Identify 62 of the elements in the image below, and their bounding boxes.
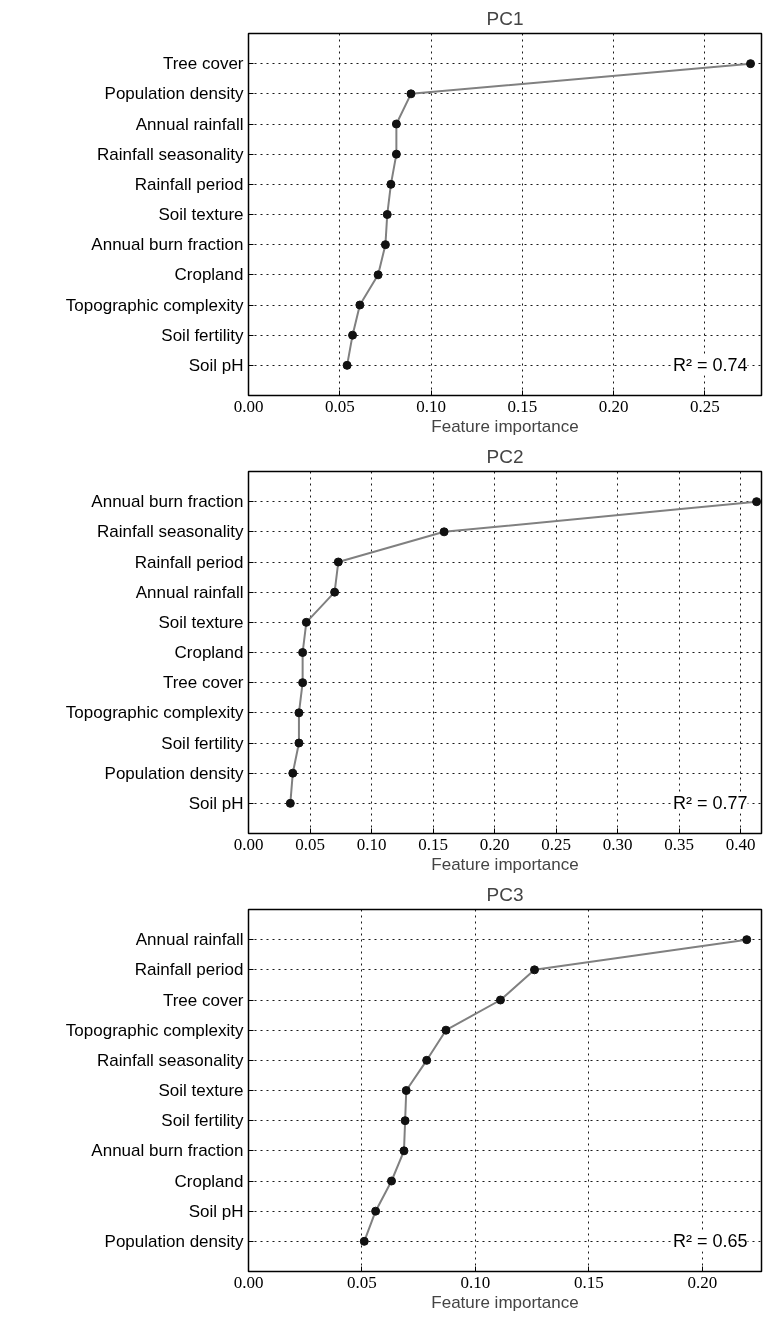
y-tick-label: Soil fertility bbox=[161, 1111, 244, 1131]
x-tick-label: 0.00 bbox=[233, 1272, 264, 1292]
y-tick-label: Soil pH bbox=[188, 355, 244, 375]
x-tick-label: 0.00 bbox=[233, 834, 264, 854]
y-tick-label: Annual rainfall bbox=[135, 114, 244, 134]
y-tick-label: Cropland bbox=[174, 643, 244, 662]
y-tick-label: Soil texture bbox=[158, 612, 244, 632]
x-tick-label: 0.05 bbox=[295, 834, 325, 854]
y-tick-label: Soil pH bbox=[188, 793, 244, 813]
y-tick-label: Soil fertility bbox=[161, 733, 244, 753]
y-tick-label: Population density bbox=[104, 84, 244, 104]
x-tick-label: 0.05 bbox=[324, 396, 355, 416]
x-tick-label: 0.05 bbox=[347, 1272, 377, 1292]
chart-title: PC2 bbox=[486, 445, 524, 467]
y-tick-label: Tree cover bbox=[162, 673, 244, 693]
y-tick-label: Annual burn fraction bbox=[91, 1141, 244, 1161]
annotation: R² = 0.77 bbox=[672, 793, 748, 814]
y-tick-label: Tree cover bbox=[162, 990, 244, 1010]
y-tick-label: Soil texture bbox=[158, 1081, 244, 1100]
y-tick-label: Rainfall seasonality bbox=[97, 522, 244, 542]
y-tick-label: Population density bbox=[104, 763, 244, 783]
x-tick-label: 0.10 bbox=[356, 834, 387, 854]
x-axis-title: Feature importance bbox=[431, 854, 579, 874]
chart-title: PC3 bbox=[486, 883, 524, 905]
y-tick-label: Annual burn fraction bbox=[91, 235, 244, 255]
y-tick-label: Annual rainfall bbox=[135, 582, 244, 602]
y-tick-label: Topographic complexity bbox=[65, 295, 244, 315]
chart-title: PC1 bbox=[486, 7, 524, 29]
x-tick-label: 0.00 bbox=[233, 396, 264, 416]
x-tick-label: 0.15 bbox=[574, 1272, 604, 1292]
y-tick-label: Rainfall period bbox=[134, 552, 244, 572]
y-tick-label: Annual rainfall bbox=[135, 930, 244, 950]
y-tick-label: Soil fertility bbox=[161, 325, 244, 345]
y-tick-label: Rainfall seasonality bbox=[97, 144, 244, 164]
y-tick-label: Soil texture bbox=[158, 205, 244, 224]
y-tick-label: Soil pH bbox=[188, 1201, 244, 1221]
x-tick-label: 0.30 bbox=[602, 834, 633, 854]
annotation: R² = 0.65 bbox=[672, 1231, 748, 1252]
y-tick-label: Cropland bbox=[174, 265, 244, 285]
y-tick-label: Cropland bbox=[174, 1171, 244, 1191]
x-tick-label: 0.20 bbox=[598, 396, 629, 416]
annotation: R² = 0.74 bbox=[672, 355, 748, 376]
y-tick-label: Rainfall period bbox=[134, 174, 244, 194]
y-tick-label: Topographic complexity bbox=[65, 703, 244, 723]
y-tick-label: Tree cover bbox=[162, 54, 244, 74]
x-tick-label: 0.25 bbox=[541, 834, 571, 854]
x-tick-label: 0.15 bbox=[418, 834, 448, 854]
x-tick-label: 0.35 bbox=[664, 834, 694, 854]
y-tick-label: Annual burn fraction bbox=[91, 492, 244, 512]
y-tick-label: Rainfall period bbox=[134, 960, 244, 980]
y-tick-label: Population density bbox=[104, 1231, 244, 1251]
x-tick-label: 0.10 bbox=[416, 396, 446, 416]
x-axis-title: Feature importance bbox=[431, 1292, 579, 1312]
x-tick-label: 0.40 bbox=[725, 834, 756, 854]
x-axis-title: Feature importance bbox=[431, 416, 579, 436]
x-tick-label: 0.15 bbox=[507, 396, 538, 416]
x-tick-label: 0.25 bbox=[690, 396, 720, 416]
x-tick-label: 0.20 bbox=[687, 1272, 718, 1292]
x-tick-label: 0.10 bbox=[460, 1272, 491, 1292]
y-tick-label: Rainfall seasonality bbox=[97, 1050, 244, 1070]
y-tick-label: Topographic complexity bbox=[65, 1020, 244, 1040]
x-tick-label: 0.20 bbox=[479, 834, 510, 854]
